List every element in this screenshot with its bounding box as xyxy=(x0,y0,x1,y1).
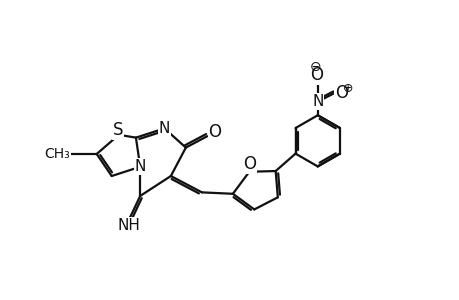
Text: ⊖: ⊖ xyxy=(309,60,321,74)
Text: S: S xyxy=(112,121,123,139)
Text: ⊕: ⊕ xyxy=(341,82,352,95)
Text: N: N xyxy=(311,94,323,109)
Text: CH₃: CH₃ xyxy=(45,147,70,161)
Text: O: O xyxy=(208,123,221,141)
Text: O: O xyxy=(242,155,255,173)
Text: N: N xyxy=(134,159,146,174)
Text: N: N xyxy=(158,121,170,136)
Text: O: O xyxy=(310,66,323,84)
Text: O: O xyxy=(334,84,347,102)
Text: NH: NH xyxy=(117,218,140,233)
